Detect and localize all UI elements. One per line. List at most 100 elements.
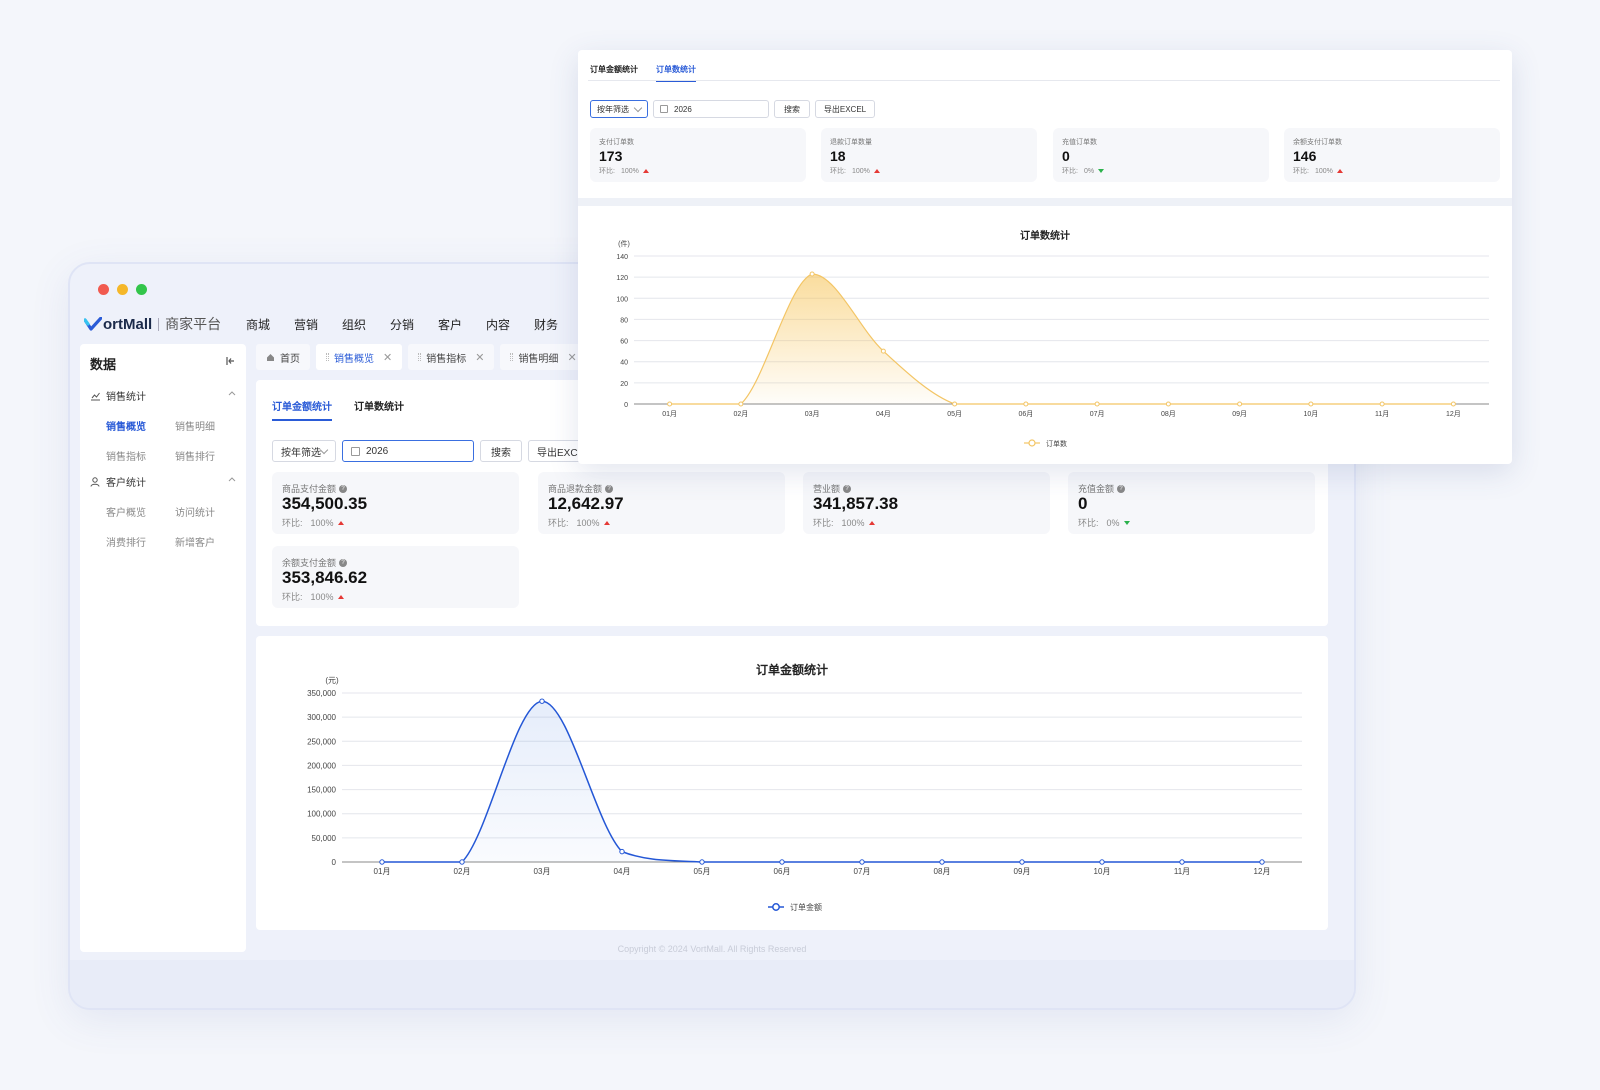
subtab-order-amount[interactable]: 订单金额统计 [272,398,332,421]
close-tab-icon[interactable]: ✕ [567,351,577,364]
sidebar-item-new-customers[interactable]: 新增客户 [175,538,215,549]
y-tick-label: 150,000 [307,786,336,795]
x-tick-label: 03月 [534,867,551,876]
sidebar-item-spending-ranking[interactable]: 消费排行 [106,538,146,549]
sidebar-item-visit-stats[interactable]: 访问统计 [175,508,215,519]
year-picker[interactable]: 2026 [653,100,769,118]
nav-item-content[interactable]: 内容 [486,318,511,332]
close-tab-icon[interactable]: ✕ [383,351,393,364]
data-point [699,859,705,865]
help-icon[interactable]: ? [339,558,348,567]
stat-label-text: 营业额 [813,484,841,494]
filter-mode-select[interactable]: 按年筛选 [590,100,648,118]
sidebar-group-customer[interactable]: 客户统计 [90,474,236,489]
y-tick-label: 250,000 [307,737,336,746]
order-count-chart: 订单数统计 (件) 0 20 40 60 80 100 120 140 01月 02月 03月 04月 05… [616,229,1489,448]
copyright-footer: Copyright © 2024 VortMall. All Rights Re… [617,944,807,954]
data-point [539,698,545,704]
stat-card: 支付订单数 173 环比: 100% [590,128,806,182]
y-tick-label: 0 [332,858,337,867]
order-amount-chart-panel: 订单金额统计 (元) 0 50,000 100,000 150,000 200,000 250… [256,636,1328,930]
stat-label: 充值金额? [1078,482,1126,495]
search-button[interactable]: 搜索 [774,100,810,118]
tab-sales-overview[interactable]: 销售概览 ✕ [316,344,403,370]
nav-item-customer[interactable]: 客户 [438,318,463,332]
y-tick-label: 200,000 [307,761,336,770]
search-button[interactable]: 搜索 [480,440,522,462]
tab-home[interactable]: 首页 [256,344,310,370]
sidebar-item-sales-overview[interactable]: 销售概览 [106,422,146,433]
stat-value: 173 [599,148,623,164]
close-window-button[interactable] [98,284,109,295]
tab-sales-detail[interactable]: 销售明细 ✕ [500,344,587,370]
stat-compare: 环比: 100% [599,166,649,176]
legend-label: 订单数 [1046,439,1067,448]
x-tick-label: 08月 [934,867,951,876]
y-tick-label: 350,000 [307,689,336,698]
front-window: 订单金额统计 订单数统计 按年筛选 2026 搜索 导出EXCEL 支付订单数 1… [578,50,1512,464]
drag-handle-icon[interactable] [326,353,329,361]
stat-compare: 环比: 100% [282,590,344,603]
nav-item-organization[interactable]: 组织 [342,318,367,332]
drag-handle-icon[interactable] [510,353,514,361]
subtab-order-count[interactable]: 订单数统计 [354,402,404,413]
sidebar-item-sales-detail[interactable]: 销售明细 [175,422,215,433]
stat-card: 商品退款金额? 12,642.97 环比: 100% [538,472,785,534]
sidebar-group-label: 销售统计 [106,392,146,403]
sidebar-item-sales-ranking[interactable]: 销售排行 [175,452,215,463]
sidebar-item-sales-indicator[interactable]: 销售指标 [106,452,146,463]
year-picker[interactable]: 2026 [342,440,474,462]
home-icon [267,353,274,361]
stat-label-text: 退款订单数量 [830,139,872,146]
nav-item-finance[interactable]: 财务 [534,318,559,332]
subtab-order-count[interactable]: 订单数统计 [656,64,696,82]
maximize-window-button[interactable] [136,284,147,295]
window-controls [98,284,147,295]
subtab-order-amount[interactable]: 订单金额统计 [590,65,638,74]
data-point [459,859,465,865]
filter-mode-select[interactable]: 按年筛选 [272,440,336,462]
x-tick-label: 11月 [1375,410,1389,418]
data-point [1023,401,1029,407]
x-tick-label: 11月 [1174,867,1190,876]
sidebar-group-sales[interactable]: 销售统计 [90,388,236,403]
sidebar-group-label: 客户统计 [106,478,146,489]
stat-label: 支付订单数 [599,137,634,147]
export-excel-button[interactable]: 导出EXCEL [815,100,875,118]
x-tick-label: 01月 [374,867,391,876]
nav-item-marketing[interactable]: 营销 [294,318,319,332]
chart-legend: 订单金额 [768,902,822,912]
minimize-window-button[interactable] [117,284,128,295]
trend-up-icon [337,520,344,525]
trend-up-icon [337,594,344,599]
stat-value: 353,846.62 [282,568,368,587]
data-point [779,859,785,865]
compare-percent: 0% [1106,517,1120,528]
tab-sales-indicator[interactable]: 销售指标 ✕ [408,344,495,370]
help-icon[interactable]: ? [1117,484,1126,493]
stat-compare: 环比: 0% [1078,516,1130,529]
y-tick-label: 60 [620,339,628,346]
brand-logo[interactable]: ortMall 商家平台 [84,314,221,334]
sidebar-item-customer-overview[interactable]: 客户概览 [106,508,146,519]
drag-handle-icon[interactable] [418,353,422,361]
stat-label: 商品退款金额? [548,482,614,495]
data-point [939,859,945,865]
close-tab-icon[interactable]: ✕ [475,351,485,364]
help-icon[interactable]: ? [339,484,348,493]
data-point [667,401,673,407]
x-tick-label: 05月 [694,867,711,876]
front-filter-bar: 按年筛选 2026 搜索 导出EXCEL [590,100,875,118]
y-tick-label: 100 [616,296,628,303]
data-point [809,271,815,277]
nav-item-distribution[interactable]: 分销 [390,318,415,332]
collapse-sidebar-icon[interactable] [226,356,236,366]
help-icon[interactable]: ? [843,484,852,493]
compare-percent: 100% [620,167,639,175]
stat-label: 余额支付金额? [282,556,348,569]
nav-item-mall[interactable]: 商城 [246,318,271,332]
x-tick-label: 01月 [662,410,677,418]
help-icon[interactable]: ? [605,484,614,493]
calendar-icon [660,105,668,113]
data-point [1099,859,1105,865]
